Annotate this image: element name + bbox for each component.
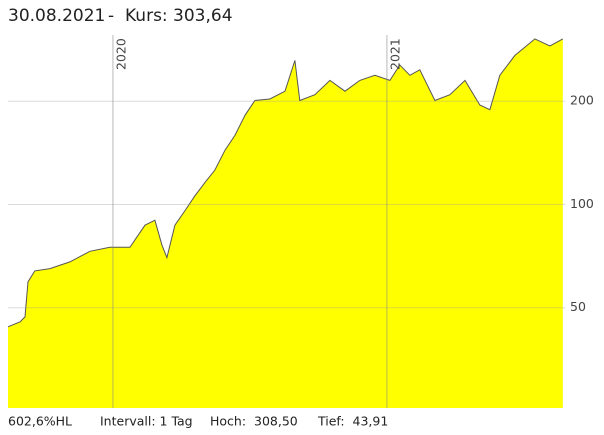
x-tick-label: 2020: [113, 38, 128, 70]
y-tick-label: 50: [570, 299, 586, 314]
interval: Intervall: 1 Tag: [100, 414, 193, 429]
price: Kurs: 303,64: [125, 6, 233, 26]
date: 30.08.2021: [8, 6, 105, 26]
y-tick-label: 200: [570, 93, 594, 108]
y-tick-label: 100: [570, 196, 594, 211]
high: Hoch: 308,50: [210, 414, 298, 429]
range: 602,6%HL: [8, 414, 72, 429]
separator: -: [108, 6, 114, 26]
low: Tief: 43,91: [317, 414, 388, 429]
x-tick-label: 2021: [387, 38, 402, 70]
price-line: [7, 38, 564, 328]
area-fill: [8, 38, 563, 409]
